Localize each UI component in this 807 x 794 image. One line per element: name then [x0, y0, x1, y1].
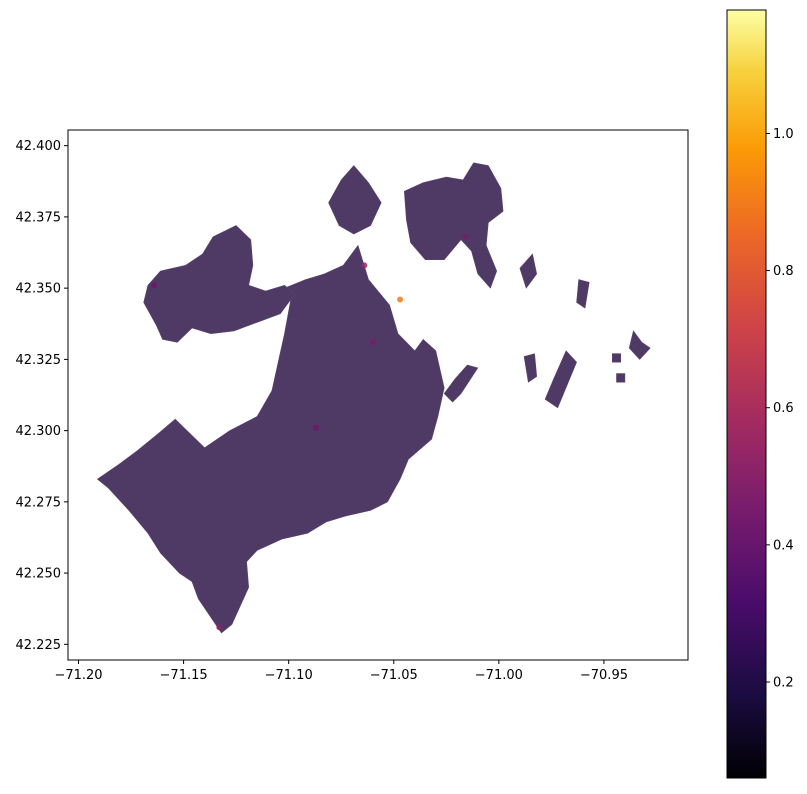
hotspot-6: [151, 282, 158, 289]
map-regions: [96, 162, 651, 634]
region-island-b: [523, 353, 538, 383]
hotspot-1: [361, 262, 368, 269]
y-tick-label: 42.225: [16, 638, 62, 653]
region-east-boston: [403, 162, 504, 289]
y-tick-label: 42.375: [16, 210, 62, 225]
y-axis: 42.225 42.250 42.275 42.300 42.325 42.350 42.3…: [16, 139, 68, 653]
map-hotspots: [151, 233, 469, 631]
y-tick-label: 42.275: [16, 495, 62, 510]
plot-frame: [67, 129, 689, 661]
colorbar-tick-label: 1.0: [773, 127, 794, 142]
hotspot-5: [313, 424, 319, 431]
region-allston-brighton: [143, 225, 296, 343]
region-island-f: [611, 353, 622, 363]
x-axis: −71.20 −71.15 −71.10 −71.05 −71.00 −70.95: [54, 660, 628, 683]
hotspot-0: [397, 296, 404, 303]
y-tick-label: 42.250: [16, 567, 62, 582]
colorbar-axis: 0.2 0.4 0.6 0.8 1.0: [766, 127, 794, 691]
x-tick-label: −71.05: [370, 668, 418, 683]
colorbar: [726, 9, 767, 779]
colorbar-tick-label: 0.2: [773, 676, 794, 691]
y-tick-label: 42.400: [16, 139, 62, 154]
x-tick-label: −70.95: [580, 668, 628, 683]
colorbar-tick-label: 0.8: [773, 264, 794, 279]
hotspot-4: [216, 624, 223, 631]
region-island-c: [544, 350, 577, 409]
hotspot-3: [462, 233, 469, 240]
region-island-g: [616, 373, 626, 383]
x-tick-label: −71.00: [475, 668, 523, 683]
y-tick-label: 42.300: [16, 424, 62, 439]
region-island-d: [576, 279, 590, 309]
colorbar-tick-label: 0.6: [773, 401, 794, 416]
x-tick-label: −71.10: [265, 668, 313, 683]
region-charlestown: [328, 165, 382, 235]
y-tick-label: 42.325: [16, 353, 62, 368]
hotspot-2: [369, 339, 376, 346]
region-mainland: [96, 244, 445, 634]
colorbar-tick-label: 0.4: [773, 538, 794, 553]
x-tick-label: −71.15: [160, 668, 208, 683]
region-airport-islands: [519, 253, 538, 289]
y-tick-label: 42.350: [16, 282, 62, 297]
region-island-a: [443, 364, 479, 403]
x-tick-label: −71.20: [54, 668, 102, 683]
region-island-e: [628, 330, 651, 360]
